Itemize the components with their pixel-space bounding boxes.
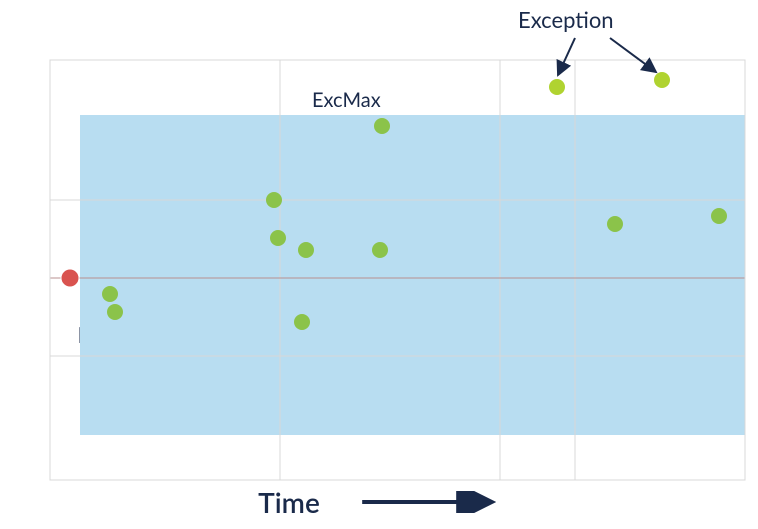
anchor-point [61, 269, 79, 287]
points-exception [549, 72, 670, 95]
chart-stage: Temperature Time Exception ExcMax +ExcDe… [0, 0, 758, 529]
deviation-band [80, 115, 745, 435]
exception-arrows [558, 38, 656, 75]
scatter-plot [0, 0, 758, 529]
